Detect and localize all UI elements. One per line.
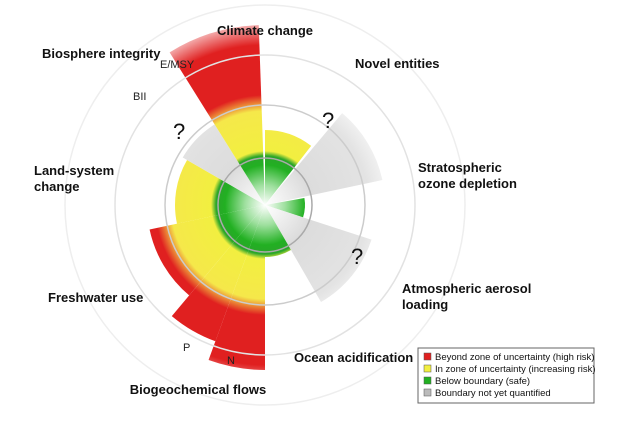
boundary-circles: [64, 4, 466, 406]
label: Biogeochemical flows: [130, 382, 267, 397]
label: Stratospheric: [418, 160, 502, 175]
boundary-circle: [217, 157, 313, 253]
legend-label: Beyond zone of uncertainty (high risk): [435, 352, 594, 363]
label: Land-system: [34, 163, 114, 178]
question-mark: ?: [351, 244, 363, 269]
wedge: [182, 124, 265, 205]
wedge: [265, 205, 291, 257]
legend-swatch: [423, 376, 432, 385]
question-mark: ?: [173, 119, 185, 144]
wedge: [265, 113, 383, 205]
legend: Beyond zone of uncertainty (high risk) I…: [417, 347, 596, 404]
legend-box: [417, 347, 595, 404]
sub-label: BII: [133, 91, 146, 103]
boundary-circle: [164, 104, 366, 306]
legend-label: Below boundary (safe): [435, 376, 530, 387]
wedge: [265, 130, 312, 205]
legend-label: In zone of uncertainty (increasing risk): [435, 364, 596, 375]
legend-swatch: [423, 364, 432, 373]
sub-label: N: [227, 355, 235, 367]
legend-label: Boundary not yet quantified: [435, 388, 551, 399]
label: loading: [402, 297, 448, 312]
label: ozone depletion: [418, 176, 517, 191]
label: Biosphere integrity: [42, 46, 161, 61]
wedge: [169, 25, 265, 206]
label: Climate change: [217, 23, 313, 38]
wedge: [265, 198, 305, 218]
sub-label: E/MSY: [160, 59, 195, 71]
wedge: [171, 205, 265, 342]
question-mark: ?: [322, 108, 334, 133]
label: Novel entities: [355, 56, 440, 71]
wedge: [149, 205, 265, 296]
label: Atmospheric aerosol: [402, 281, 531, 296]
wedge: [265, 205, 372, 302]
boundary-circle: [64, 4, 466, 406]
label: Ocean acidification: [294, 350, 413, 365]
wedge: [208, 205, 265, 370]
legend-swatch: [423, 352, 432, 361]
sub-label: P: [183, 342, 190, 354]
label: Freshwater use: [48, 290, 143, 305]
boundary-circle: [114, 54, 416, 356]
wedges: [149, 25, 383, 370]
label: change: [34, 179, 80, 194]
legend-swatch: [423, 388, 432, 397]
